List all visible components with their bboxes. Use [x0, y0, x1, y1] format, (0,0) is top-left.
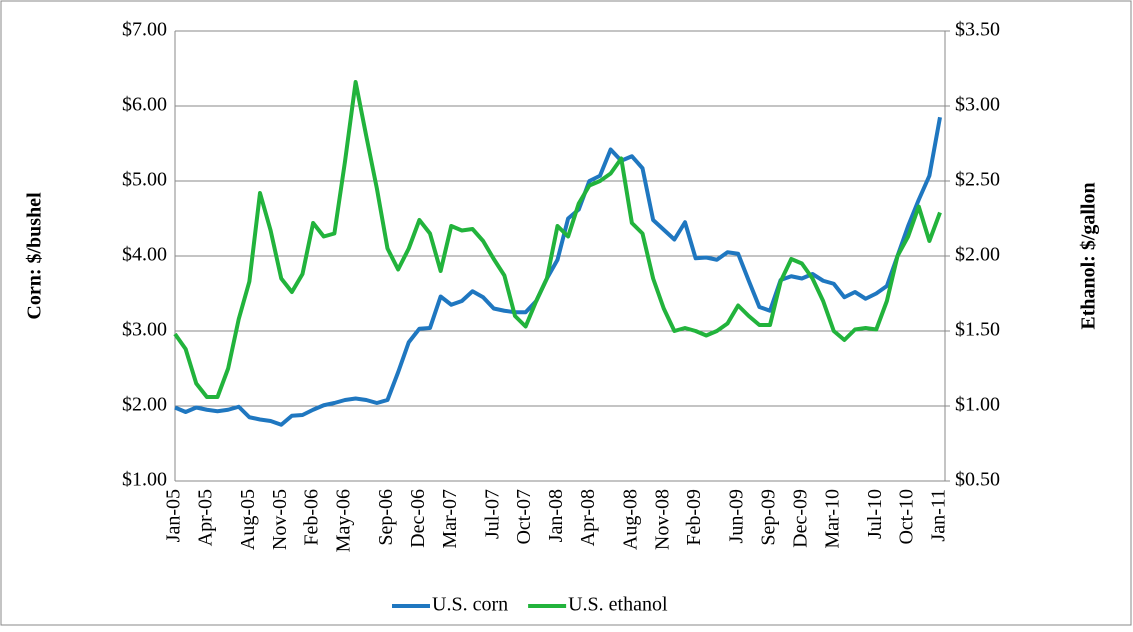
- x-tick-label: Aug-05: [237, 489, 259, 550]
- x-tick-label: May-06: [333, 489, 355, 552]
- x-tick-label: Sep-06: [375, 489, 397, 546]
- y-tick-label: $5.00: [122, 169, 167, 191]
- legend-label: U.S. corn: [432, 594, 508, 616]
- series-line: [173, 80, 942, 399]
- y2-tick-label: $2.00: [955, 244, 1000, 266]
- x-tick-label: Apr-08: [577, 489, 599, 546]
- x-tick-label: Apr-05: [194, 489, 216, 546]
- x-tick-label: Dec-09: [789, 489, 811, 548]
- y2-tick-label: $3.50: [955, 19, 1000, 41]
- series-line: [174, 116, 942, 427]
- y2-tick-label: $1.00: [955, 394, 1000, 416]
- y2-axis-title: Ethanol: $/gallon: [1078, 182, 1100, 329]
- y-tick-label: $6.00: [122, 94, 167, 116]
- y2-tick-label: $1.50: [955, 319, 1000, 341]
- x-tick-label: Jul-07: [481, 489, 503, 539]
- x-tick-label: Jan-08: [545, 489, 567, 542]
- y2-tick-label: $3.00: [955, 94, 1000, 116]
- y-tick-label: $7.00: [122, 19, 167, 41]
- x-tick-label: Oct-07: [513, 489, 535, 545]
- x-tick-label: Nov-05: [269, 489, 291, 550]
- x-tick-label: Jan-11: [928, 489, 950, 542]
- y-tick-label: $2.00: [122, 394, 167, 416]
- y-axis-title: Corn: $/bushel: [24, 192, 46, 320]
- y-tick-label: $1.00: [122, 469, 167, 491]
- x-tick-label: Feb-09: [683, 489, 705, 546]
- x-tick-label: Oct-10: [896, 489, 918, 545]
- x-tick-label: Aug-08: [619, 489, 641, 550]
- x-tick-label: Mar-07: [439, 489, 461, 549]
- x-tick-label: Feb-06: [301, 489, 323, 546]
- x-tick-label: Dec-06: [407, 489, 429, 548]
- y-tick-label: $4.00: [122, 244, 167, 266]
- y2-tick-label: $0.50: [955, 469, 1000, 491]
- legend-label: U.S. ethanol: [568, 594, 668, 616]
- y2-tick-label: $2.50: [955, 169, 1000, 191]
- x-tick-label: Jun-09: [726, 489, 748, 543]
- x-tick-label: Jan-05: [163, 489, 185, 542]
- x-tick-label: Mar-10: [821, 489, 843, 549]
- x-tick-label: Nov-08: [651, 489, 673, 550]
- x-tick-label: Jul-10: [864, 489, 886, 539]
- y-tick-label: $3.00: [122, 319, 167, 341]
- x-tick-label: Sep-09: [758, 489, 780, 546]
